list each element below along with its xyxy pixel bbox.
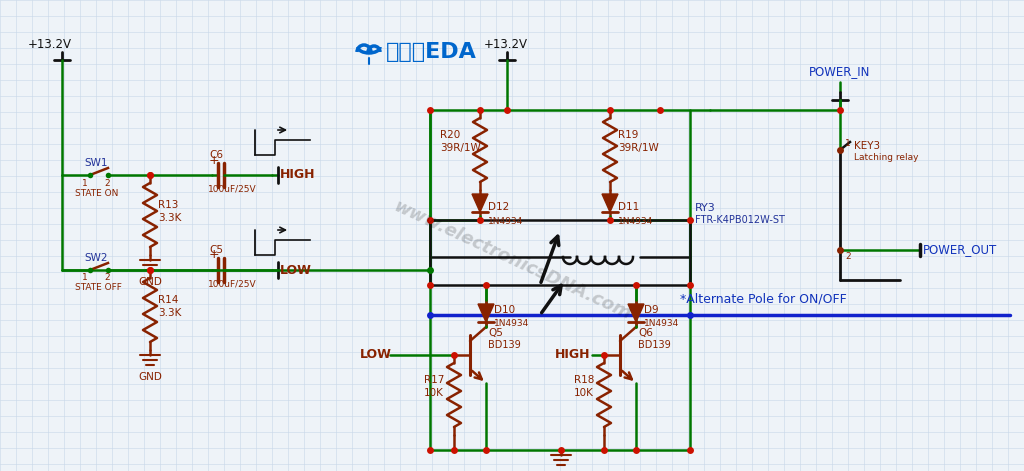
Text: C5: C5	[209, 245, 223, 255]
Polygon shape	[628, 304, 644, 322]
Text: 2: 2	[104, 179, 110, 187]
Text: FTR-K4PB012W-ST: FTR-K4PB012W-ST	[695, 215, 784, 225]
Text: 1N4934: 1N4934	[494, 318, 529, 327]
Text: Q5: Q5	[488, 328, 503, 338]
Text: 1N4934: 1N4934	[618, 218, 653, 227]
Text: RY3: RY3	[695, 203, 716, 213]
Text: HIGH: HIGH	[555, 349, 591, 362]
Polygon shape	[472, 194, 488, 212]
Text: 39R/1W: 39R/1W	[618, 143, 658, 153]
Text: 100uF/25V: 100uF/25V	[208, 185, 257, 194]
Text: GND: GND	[138, 372, 162, 382]
Text: 39R/1W: 39R/1W	[440, 143, 480, 153]
Text: 1: 1	[845, 139, 851, 148]
Text: SW2: SW2	[84, 253, 108, 263]
Text: D12: D12	[488, 202, 509, 212]
Text: 10K: 10K	[424, 388, 443, 398]
Text: LOW: LOW	[360, 349, 392, 362]
Text: *Alternate Pole for ON/OFF: *Alternate Pole for ON/OFF	[680, 292, 847, 305]
Text: 3.3K: 3.3K	[158, 213, 181, 223]
Text: POWER_OUT: POWER_OUT	[923, 244, 997, 257]
Text: +: +	[209, 249, 219, 261]
Text: R19: R19	[618, 130, 638, 140]
Text: R18: R18	[574, 375, 594, 385]
Text: LOW: LOW	[280, 263, 312, 276]
Text: D10: D10	[494, 305, 515, 315]
Text: www.electronicsDNA.com: www.electronicsDNA.com	[390, 197, 634, 323]
Text: GND: GND	[138, 277, 162, 287]
Text: STATE ON: STATE ON	[75, 188, 119, 197]
Text: 10K: 10K	[574, 388, 594, 398]
Text: D11: D11	[618, 202, 639, 212]
Text: 1: 1	[82, 274, 88, 283]
Text: Q6: Q6	[638, 328, 653, 338]
Text: KEY3: KEY3	[854, 141, 880, 151]
Text: SW1: SW1	[84, 158, 108, 168]
Text: 嘉立创EDA: 嘉立创EDA	[386, 42, 477, 62]
Text: C6: C6	[209, 150, 223, 160]
Text: 1N4934: 1N4934	[488, 218, 523, 227]
Text: 100uF/25V: 100uF/25V	[208, 279, 257, 289]
Text: R20: R20	[440, 130, 460, 140]
Text: 3.3K: 3.3K	[158, 308, 181, 318]
Text: R17: R17	[424, 375, 444, 385]
Text: STATE OFF: STATE OFF	[75, 284, 122, 292]
Text: HIGH: HIGH	[280, 169, 315, 181]
Text: R13: R13	[158, 200, 178, 210]
Text: POWER_IN: POWER_IN	[809, 65, 870, 79]
Text: R14: R14	[158, 295, 178, 305]
Text: +13.2V: +13.2V	[484, 38, 528, 50]
Polygon shape	[602, 194, 618, 212]
Text: BD139: BD139	[488, 340, 521, 350]
Text: 2: 2	[104, 274, 110, 283]
Text: D9: D9	[644, 305, 658, 315]
Text: 1: 1	[82, 179, 88, 187]
Text: BD139: BD139	[638, 340, 671, 350]
Text: +13.2V: +13.2V	[28, 38, 72, 50]
Bar	[430, 220, 690, 285]
Text: +: +	[209, 154, 219, 167]
Text: 2: 2	[845, 252, 851, 261]
Text: 1N4934: 1N4934	[644, 318, 679, 327]
Text: Latching relay: Latching relay	[854, 154, 919, 162]
Polygon shape	[478, 304, 494, 322]
